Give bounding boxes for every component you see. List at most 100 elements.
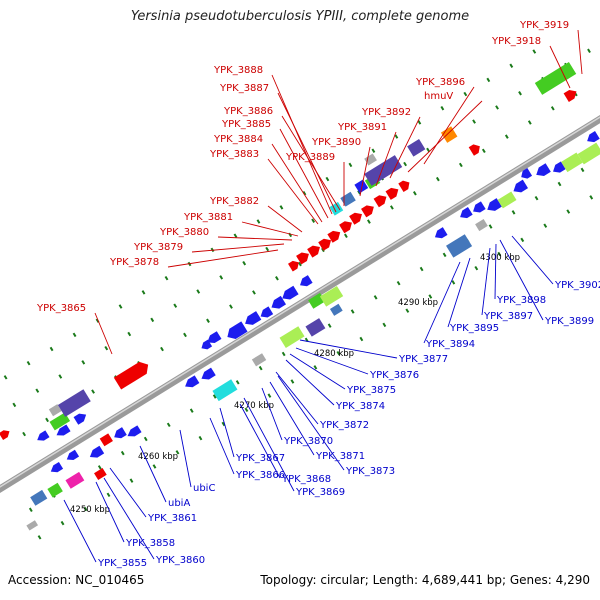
gene-arrow[interactable] <box>183 375 200 390</box>
gene-labels[interactable]: YPK_3919 YPK_3918 YPK_3896 hmuV YPK_3892 YPK_… <box>36 20 600 569</box>
gene-feature[interactable] <box>94 467 107 481</box>
gene-arrow[interactable] <box>125 425 142 439</box>
gene-feature[interactable] <box>47 482 63 498</box>
gene-arrow[interactable] <box>511 179 529 196</box>
gene-arrow[interactable] <box>398 178 412 193</box>
forward-gene-label[interactable]: YPK_3879 <box>133 242 183 253</box>
reverse-gene-label[interactable]: ubiA <box>168 498 190 509</box>
gene-arrow[interactable] <box>65 449 80 463</box>
forward-gene-label[interactable]: YPK_3882 <box>209 196 259 207</box>
gene-arrow[interactable] <box>468 142 483 156</box>
gene-feature[interactable] <box>48 404 62 417</box>
reverse-gene-label[interactable]: YPK_3867 <box>235 453 285 464</box>
forward-gene-label[interactable]: YPK_3890 <box>311 137 361 148</box>
gene-arrow[interactable] <box>534 163 551 179</box>
reverse-gene-label[interactable]: YPK_3898 <box>496 295 546 306</box>
gene-arrow[interactable] <box>288 259 301 272</box>
reverse-gene-label[interactable]: YPK_3895 <box>449 323 499 334</box>
gene-arrow[interactable] <box>298 275 313 289</box>
gene-feature[interactable] <box>251 353 267 367</box>
gene-feature[interactable] <box>305 318 326 337</box>
gene-arrow[interactable] <box>73 411 89 425</box>
gene-arrow[interactable] <box>0 428 12 440</box>
gene-track[interactable] <box>0 61 600 531</box>
gene-feature[interactable] <box>279 326 305 348</box>
gene-feature[interactable] <box>497 191 517 209</box>
reverse-gene-label[interactable]: YPK_3870 <box>283 436 333 447</box>
forward-gene-label[interactable]: YPK_3884 <box>213 134 263 145</box>
gene-arrow[interactable] <box>563 87 579 102</box>
gene-feature[interactable] <box>364 155 403 186</box>
gene-arrow[interactable] <box>318 236 333 251</box>
reverse-gene-label[interactable]: YPK_3871 <box>315 451 365 462</box>
gene-arrow[interactable] <box>242 311 262 328</box>
forward-gene-label[interactable]: YPK_3896 <box>415 77 465 88</box>
gene-arrow[interactable] <box>373 192 389 208</box>
reverse-gene-label[interactable]: YPK_3875 <box>346 385 396 396</box>
gene-arrow[interactable] <box>258 306 274 320</box>
gene-arrow[interactable] <box>49 461 64 475</box>
gene-arrow[interactable] <box>35 430 50 443</box>
gene-arrow[interactable] <box>339 218 354 234</box>
gene-feature[interactable] <box>57 389 91 417</box>
gene-arrow[interactable] <box>269 295 287 312</box>
forward-gene-label[interactable]: YPK_3918 <box>491 36 541 47</box>
reverse-gene-label[interactable]: YPK_3866 <box>235 470 285 481</box>
gene-arrow[interactable] <box>458 206 473 221</box>
reverse-gene-label[interactable]: YPK_3899 <box>544 316 594 327</box>
gene-arrow[interactable] <box>205 331 222 346</box>
gene-feature[interactable] <box>561 152 583 173</box>
gene-feature[interactable] <box>534 61 577 95</box>
reverse-gene-label[interactable]: YPK_3874 <box>335 401 385 412</box>
gene-feature[interactable] <box>340 191 356 207</box>
reverse-gene-label[interactable]: ubiC <box>193 483 215 494</box>
reverse-gene-label[interactable]: YPK_3876 <box>369 370 419 381</box>
gene-feature[interactable] <box>475 219 488 232</box>
gene-feature[interactable] <box>212 379 238 402</box>
reverse-gene-label[interactable]: YPK_3861 <box>147 513 197 524</box>
gene-feature[interactable] <box>26 520 39 531</box>
reverse-gene-label[interactable]: YPK_3873 <box>345 466 395 477</box>
reverse-gene-label[interactable]: YPK_3872 <box>319 420 369 431</box>
gene-feature[interactable] <box>329 303 343 316</box>
gene-arrow[interactable] <box>88 445 105 461</box>
forward-gene-label[interactable]: YPK_3887 <box>219 83 269 94</box>
forward-gene-label[interactable]: YPK_3888 <box>213 65 263 76</box>
reverse-gene-label[interactable]: YPK_3868 <box>281 474 331 485</box>
gene-arrow[interactable] <box>54 424 71 438</box>
gene-arrow[interactable] <box>519 168 533 181</box>
gene-arrow[interactable] <box>385 185 401 200</box>
gene-arrow[interactable] <box>296 250 311 265</box>
gene-arrow[interactable] <box>113 359 152 390</box>
gene-arrow[interactable] <box>471 201 486 215</box>
gene-feature[interactable] <box>354 179 369 194</box>
gene-arrow[interactable] <box>307 243 322 258</box>
forward-gene-label[interactable]: YPK_3865 <box>36 303 86 314</box>
gene-feature[interactable] <box>319 285 344 307</box>
forward-gene-label[interactable]: YPK_3886 <box>223 106 273 117</box>
gene-arrow[interactable] <box>327 228 342 243</box>
reverse-gene-label[interactable]: YPK_3902 <box>554 280 600 291</box>
forward-gene-label[interactable]: YPK_3881 <box>183 212 233 223</box>
forward-gene-label[interactable]: YPK_3883 <box>209 149 259 160</box>
forward-gene-label[interactable]: YPK_3885 <box>221 119 271 130</box>
gene-feature[interactable] <box>407 139 426 157</box>
gene-arrow[interactable] <box>585 131 600 145</box>
reverse-gene-label[interactable]: YPK_3860 <box>155 555 205 566</box>
gene-feature[interactable] <box>577 142 600 165</box>
gene-arrow[interactable] <box>349 210 364 225</box>
gene-feature[interactable] <box>446 234 473 258</box>
forward-gene-label[interactable]: YPK_3891 <box>337 122 387 133</box>
gene-feature[interactable] <box>65 471 85 489</box>
gene-feature[interactable] <box>99 433 113 447</box>
forward-gene-label[interactable]: YPK_3878 <box>109 257 159 268</box>
gene-arrow[interactable] <box>280 285 299 303</box>
gene-arrow[interactable] <box>485 198 502 214</box>
gene-arrow[interactable] <box>199 367 216 383</box>
gene-arrow[interactable] <box>433 227 448 241</box>
forward-gene-label[interactable]: YPK_3889 <box>285 152 335 163</box>
gene-feature[interactable] <box>440 126 458 143</box>
reverse-gene-label[interactable]: YPK_3897 <box>483 311 533 322</box>
gene-arrow[interactable] <box>361 203 376 218</box>
